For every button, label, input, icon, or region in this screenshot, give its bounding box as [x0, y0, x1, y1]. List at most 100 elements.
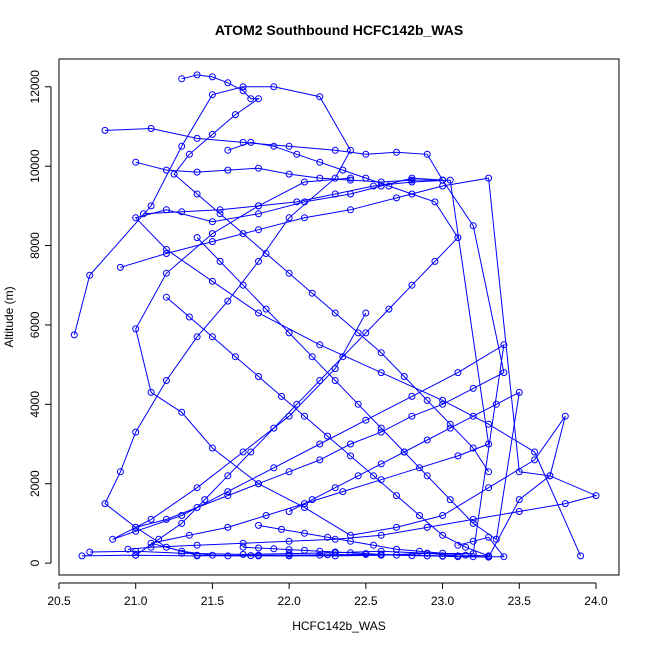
data-point: [454, 234, 462, 242]
data-point: [423, 523, 431, 531]
data-point: [139, 210, 147, 218]
data-point: [239, 550, 247, 558]
data-point: [362, 174, 370, 182]
data-point: [331, 548, 339, 556]
data-point: [132, 325, 140, 333]
series-line: [135, 141, 459, 556]
data-point: [469, 515, 477, 523]
data-point: [500, 369, 508, 377]
data-point: [339, 488, 347, 496]
data-point: [162, 269, 170, 277]
series-line: [89, 312, 505, 555]
data-point: [285, 142, 293, 150]
data-point: [331, 190, 339, 198]
data-point: [178, 208, 186, 216]
data-point: [308, 289, 316, 297]
data-point: [185, 531, 193, 539]
x-tick-label: 22.0: [277, 594, 301, 608]
data-point: [270, 424, 278, 432]
data-series: [193, 234, 523, 543]
data-point: [178, 519, 186, 527]
data-point: [362, 329, 370, 337]
data-point: [216, 257, 224, 265]
data-point: [362, 150, 370, 158]
y-tick-label: 8000: [28, 232, 42, 259]
data-series: [116, 174, 600, 553]
data-point: [577, 552, 585, 560]
x-tick-label: 21.5: [201, 594, 225, 608]
data-point: [408, 176, 416, 184]
data-point: [193, 168, 201, 176]
data-series: [139, 176, 493, 560]
y-tick-label: 12000: [28, 70, 42, 104]
data-point: [469, 537, 477, 545]
data-point: [515, 496, 523, 504]
data-point: [255, 95, 262, 103]
data-point: [255, 480, 262, 488]
data-point: [423, 472, 431, 480]
data-point: [208, 238, 216, 246]
data-point: [193, 71, 201, 79]
data-point: [208, 551, 216, 559]
data-point: [208, 218, 216, 226]
data-point: [546, 472, 554, 480]
data-point: [385, 182, 393, 190]
data-point: [208, 444, 216, 452]
data-point: [354, 329, 362, 337]
data-point: [592, 492, 600, 500]
data-point: [301, 529, 308, 537]
data-point: [278, 392, 285, 400]
data-point: [86, 548, 94, 556]
data-point: [132, 428, 140, 436]
data-point: [339, 353, 347, 361]
data-point: [316, 93, 324, 101]
data-point: [331, 174, 339, 182]
data-series: [132, 138, 462, 559]
data-series: [78, 174, 569, 561]
data-point: [531, 448, 539, 456]
data-point: [239, 543, 247, 551]
data-point: [270, 142, 278, 150]
data-point: [101, 500, 109, 508]
data-point: [439, 396, 447, 404]
data-point: [178, 142, 186, 150]
data-point: [347, 549, 354, 557]
data-point: [247, 552, 255, 560]
data-point: [439, 400, 447, 408]
data-point: [316, 547, 324, 555]
series-line: [143, 179, 490, 557]
data-point: [170, 170, 178, 178]
data-point: [408, 190, 416, 198]
y-tick-label: 10000: [28, 149, 42, 183]
data-point: [492, 400, 500, 408]
data-point: [132, 523, 140, 531]
data-point: [393, 551, 400, 559]
data-point: [178, 75, 186, 83]
data-point: [208, 333, 216, 341]
data-point: [370, 541, 377, 549]
data-point: [408, 412, 416, 420]
data-point: [354, 472, 362, 480]
data-point: [469, 412, 477, 420]
data-point: [247, 448, 255, 456]
data-point: [454, 541, 462, 549]
x-tick-label: 21.0: [124, 594, 148, 608]
data-point: [285, 508, 293, 515]
data-point: [224, 472, 232, 480]
data-point: [193, 484, 201, 492]
data-point: [224, 146, 232, 154]
data-point: [86, 271, 94, 279]
data-point: [462, 543, 470, 551]
data-point: [224, 166, 232, 174]
data-point: [201, 496, 209, 504]
x-tick-label: 23.5: [508, 594, 532, 608]
data-point: [446, 420, 454, 428]
data-point: [408, 552, 416, 560]
data-point: [278, 525, 285, 533]
data-series: [101, 125, 585, 560]
data-point: [347, 537, 354, 545]
data-point: [208, 73, 216, 81]
data-point: [561, 412, 569, 420]
data-point: [247, 95, 255, 103]
